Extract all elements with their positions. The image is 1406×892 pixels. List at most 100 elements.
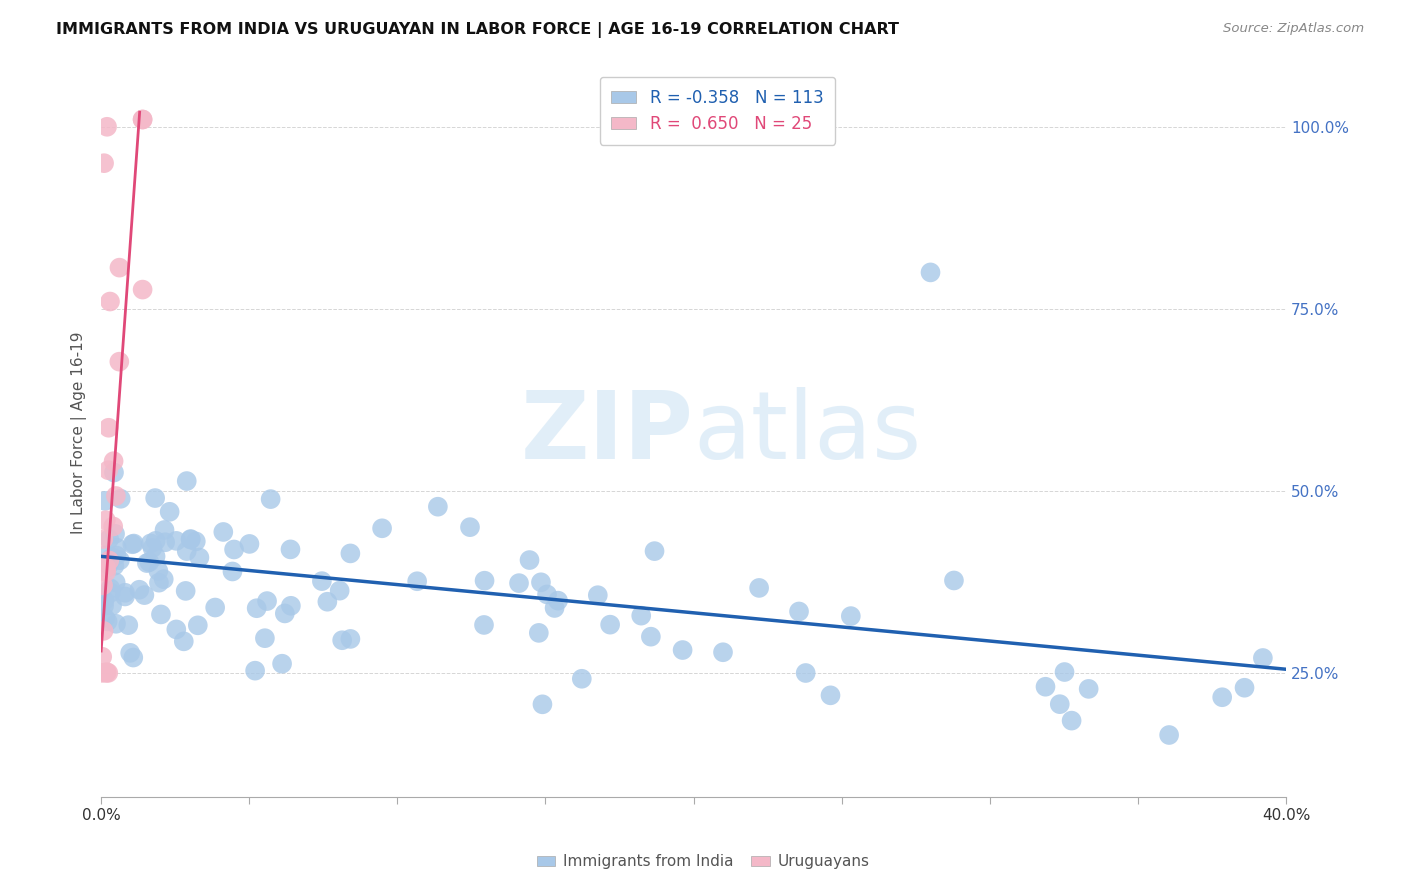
Point <box>105 541 128 555</box>
Point <box>94 611 117 625</box>
Point <box>101 550 124 565</box>
Point <box>176 544 198 558</box>
Point <box>108 354 131 368</box>
Point <box>114 586 136 600</box>
Point <box>330 633 353 648</box>
Point <box>91 532 114 546</box>
Point <box>339 546 361 560</box>
Point <box>280 542 302 557</box>
Point <box>149 607 172 622</box>
Point <box>1035 680 1057 694</box>
Point <box>97 665 120 680</box>
Point <box>222 542 245 557</box>
Point <box>121 537 143 551</box>
Point <box>103 558 125 573</box>
Text: atlas: atlas <box>693 386 922 479</box>
Point <box>406 574 429 589</box>
Point <box>543 601 565 615</box>
Point <box>371 521 394 535</box>
Point <box>238 537 260 551</box>
Point <box>586 588 609 602</box>
Point <box>110 491 132 506</box>
Point <box>104 575 127 590</box>
Point <box>536 587 558 601</box>
Point <box>91 649 114 664</box>
Point <box>100 582 122 596</box>
Point <box>671 643 693 657</box>
Point <box>253 631 276 645</box>
Point <box>148 564 170 578</box>
Point <box>96 665 118 680</box>
Point <box>103 519 125 533</box>
Point <box>212 524 235 539</box>
Point <box>180 533 202 547</box>
Point <box>1053 665 1076 679</box>
Point <box>748 581 770 595</box>
Point <box>145 549 167 564</box>
Point <box>644 544 666 558</box>
Point <box>243 664 266 678</box>
Point <box>93 156 115 170</box>
Point <box>94 565 117 579</box>
Point <box>96 665 118 680</box>
Point <box>134 588 156 602</box>
Point <box>630 608 652 623</box>
Point <box>188 550 211 565</box>
Point <box>122 650 145 665</box>
Point <box>311 574 333 588</box>
Text: ZIP: ZIP <box>520 386 693 479</box>
Point <box>97 558 120 572</box>
Point <box>1159 728 1181 742</box>
Point <box>97 421 120 435</box>
Point <box>94 494 117 508</box>
Point <box>108 260 131 275</box>
Point <box>820 689 842 703</box>
Point <box>114 590 136 604</box>
Point <box>942 574 965 588</box>
Point <box>105 549 128 563</box>
Point <box>339 632 361 646</box>
Point <box>1049 697 1071 711</box>
Legend: R = -0.358   N = 113, R =  0.650   N = 25: R = -0.358 N = 113, R = 0.650 N = 25 <box>599 77 835 145</box>
Point <box>1251 651 1274 665</box>
Point <box>259 492 281 507</box>
Point <box>640 630 662 644</box>
Point <box>143 491 166 505</box>
Point <box>221 565 243 579</box>
Point <box>94 549 117 563</box>
Point <box>256 594 278 608</box>
Point <box>920 265 942 279</box>
Point <box>108 553 131 567</box>
Point <box>316 595 339 609</box>
Point <box>1077 681 1099 696</box>
Point <box>599 617 621 632</box>
Point <box>101 599 124 613</box>
Point <box>131 112 153 127</box>
Point <box>174 583 197 598</box>
Point <box>96 120 118 134</box>
Point <box>100 585 122 599</box>
Point <box>329 583 352 598</box>
Point <box>122 536 145 550</box>
Point <box>117 618 139 632</box>
Point <box>165 533 187 548</box>
Point <box>139 536 162 550</box>
Point <box>165 623 187 637</box>
Point <box>97 615 120 629</box>
Point <box>145 533 167 548</box>
Point <box>426 500 449 514</box>
Point <box>153 523 176 537</box>
Point <box>93 593 115 607</box>
Point <box>711 645 734 659</box>
Point <box>131 283 153 297</box>
Point <box>184 534 207 549</box>
Point <box>135 556 157 570</box>
Point <box>794 665 817 680</box>
Point <box>271 657 294 671</box>
Point <box>180 532 202 546</box>
Point <box>571 672 593 686</box>
Point <box>103 454 125 468</box>
Point <box>148 575 170 590</box>
Point <box>120 646 142 660</box>
Point <box>204 600 226 615</box>
